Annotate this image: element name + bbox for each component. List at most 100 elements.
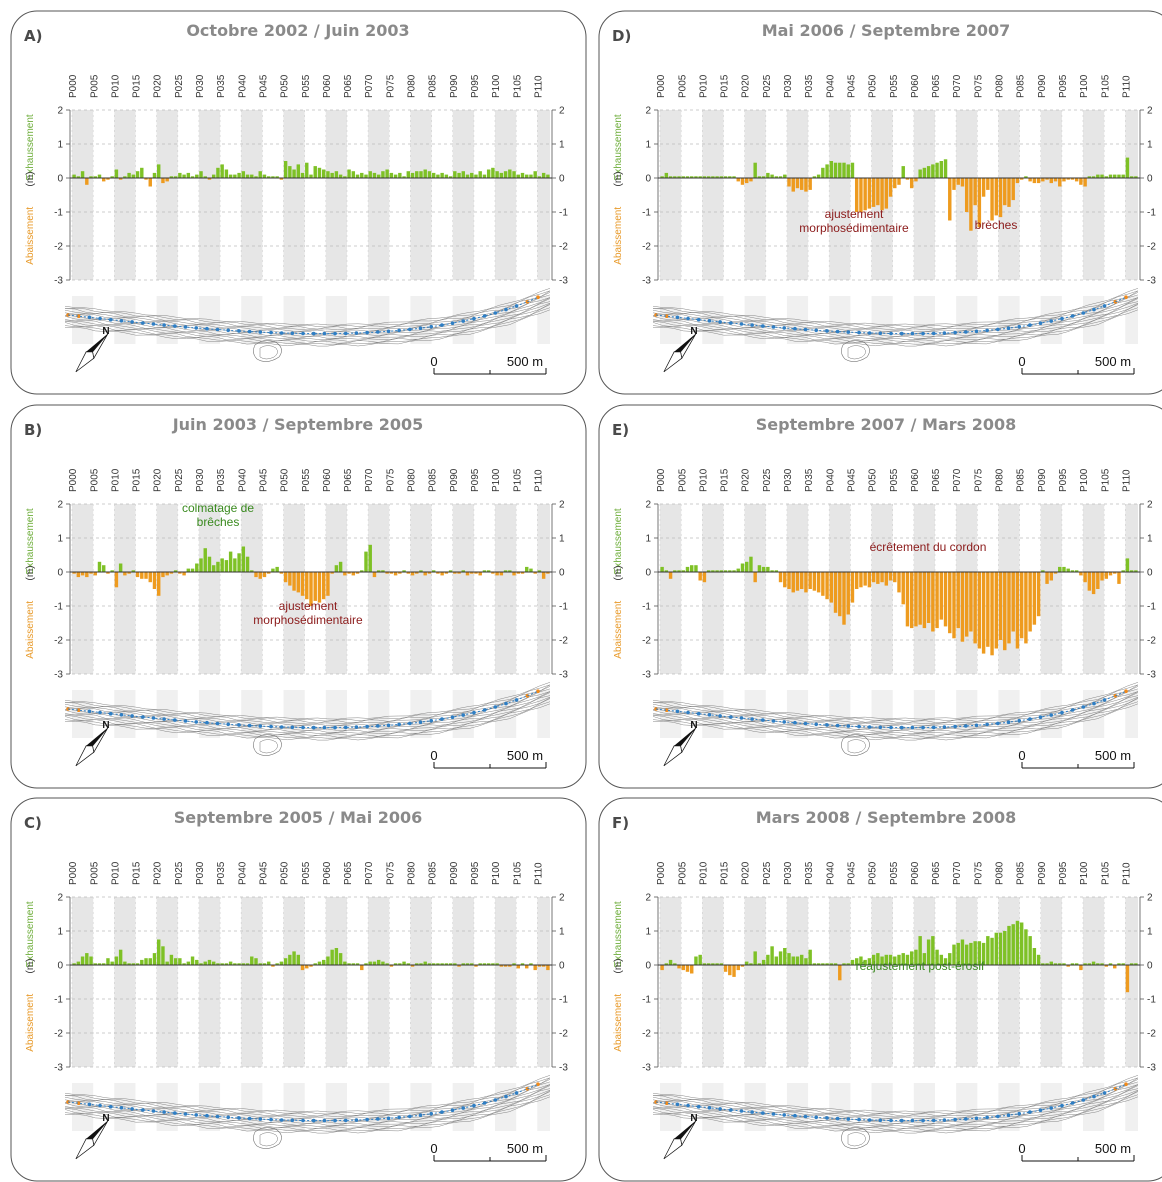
map-island <box>259 739 278 754</box>
coastline-map <box>64 1075 551 1149</box>
bar <box>719 570 724 572</box>
bar <box>97 561 102 572</box>
profile-label: P090 <box>1037 468 1048 492</box>
bar <box>854 958 859 965</box>
profile-point <box>205 1113 209 1118</box>
profile-point <box>205 326 209 331</box>
map-contour <box>64 682 551 720</box>
north-arrow-half-dark <box>674 333 696 352</box>
map-contour <box>64 703 551 741</box>
bar <box>1019 922 1024 965</box>
bar <box>931 572 935 632</box>
profile-point <box>301 725 305 730</box>
bar <box>901 166 905 178</box>
bar <box>309 572 313 606</box>
bar <box>673 176 677 178</box>
bar <box>440 572 444 576</box>
profile-point <box>1070 1101 1075 1105</box>
bar <box>990 937 994 965</box>
map-band <box>1125 296 1138 344</box>
profile-point <box>440 323 444 327</box>
y-tick-label-right: -2 <box>1147 242 1156 253</box>
bar <box>706 176 711 178</box>
bar <box>825 963 829 965</box>
bar <box>833 162 838 178</box>
bar <box>190 956 195 965</box>
y-tick-label-right: 0 <box>559 961 565 972</box>
bar <box>457 572 461 574</box>
bar <box>668 176 673 178</box>
bar <box>283 161 288 178</box>
profile-point <box>183 325 188 329</box>
bar <box>1091 176 1096 178</box>
bar <box>998 572 1003 640</box>
bar <box>1015 920 1020 965</box>
bar <box>846 164 850 178</box>
map-band <box>495 296 517 344</box>
bar <box>266 572 271 574</box>
bar <box>436 174 440 178</box>
coastline-map <box>652 1075 1139 1149</box>
profile-point <box>1113 300 1118 304</box>
bar <box>491 963 495 965</box>
panel-chart-svg: D) Mai 2006 / Septembre 2007 2 2 1 1 0 0 -1 -1 -2 -… <box>598 10 1162 395</box>
bar <box>732 965 736 977</box>
bar <box>1121 174 1125 178</box>
bar <box>859 572 863 588</box>
bar <box>309 174 313 178</box>
bar <box>364 551 368 572</box>
bar <box>368 171 372 178</box>
bar <box>909 572 914 629</box>
bar <box>448 176 453 178</box>
bar <box>385 572 389 574</box>
bar <box>381 570 385 572</box>
profile-point <box>1113 1087 1118 1091</box>
panel-border <box>598 10 1162 395</box>
north-label: N <box>690 720 697 731</box>
bar <box>753 572 757 583</box>
bar <box>216 963 220 965</box>
scale-start-label: 0 <box>1018 748 1025 763</box>
profile-point <box>440 717 444 721</box>
profile-label: P105 <box>1100 861 1111 885</box>
bar <box>664 963 669 965</box>
bar <box>334 565 339 572</box>
bar <box>453 171 457 178</box>
bar <box>275 176 279 178</box>
profile-point <box>867 1118 872 1122</box>
bar <box>914 572 918 627</box>
profile-label: P100 <box>1079 74 1090 98</box>
bar <box>80 956 85 965</box>
bar <box>211 174 216 178</box>
profile-point <box>237 723 241 727</box>
bar <box>431 570 436 572</box>
bar <box>190 568 195 572</box>
profile-label: P050 <box>868 74 879 98</box>
profile-label: P005 <box>677 468 688 492</box>
bar <box>871 954 876 965</box>
profile-point <box>761 718 765 722</box>
y-tick-label-right: -3 <box>1147 276 1156 287</box>
bar <box>956 178 960 185</box>
profile-label: P095 <box>470 468 481 492</box>
bar <box>330 949 334 965</box>
bar <box>110 961 114 965</box>
bar <box>1074 570 1079 572</box>
bar <box>474 174 478 178</box>
bars <box>660 157 1138 231</box>
y-tick-label-right: 1 <box>559 927 565 938</box>
y-tick-label-left: -2 <box>642 636 651 647</box>
profile-band <box>114 897 136 1067</box>
bar <box>922 572 927 629</box>
bar <box>512 572 516 576</box>
bar <box>1028 178 1032 182</box>
profile-point <box>237 1116 241 1120</box>
bar <box>72 963 76 965</box>
y-label-unit: (m) <box>25 172 36 187</box>
bar <box>994 932 999 965</box>
north-arrow-half-dark <box>86 1120 108 1139</box>
y-label-abaissement: Abaissement <box>25 601 36 659</box>
bar <box>525 566 529 572</box>
map-contour <box>652 309 1139 347</box>
profile-point <box>482 1101 487 1105</box>
